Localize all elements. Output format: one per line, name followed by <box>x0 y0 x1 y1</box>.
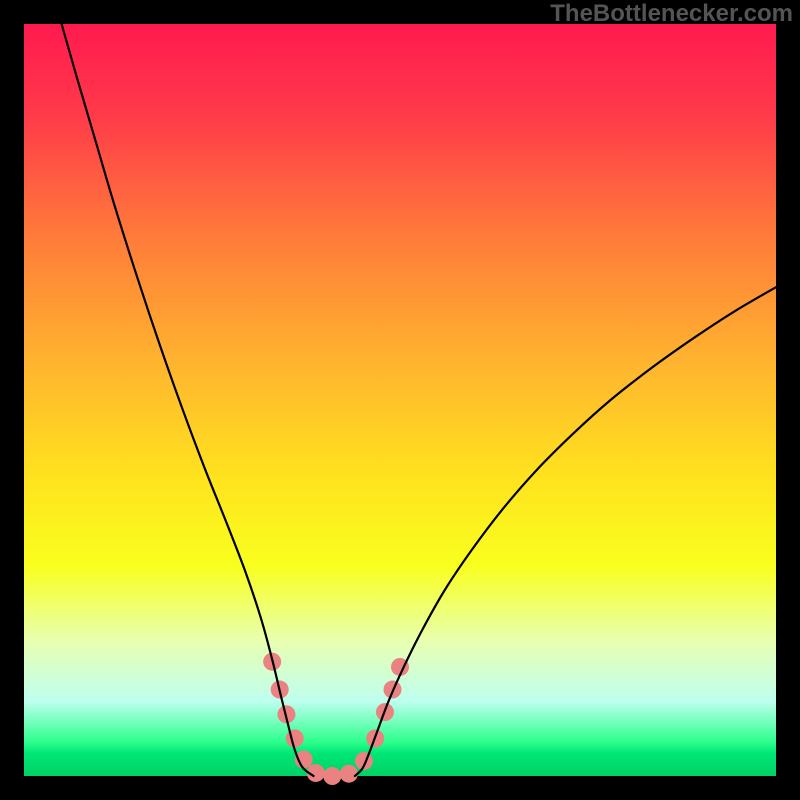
curve-marker <box>323 767 341 785</box>
watermark-text: TheBottlenecker.com <box>550 0 793 28</box>
bottleneck-chart <box>0 0 800 800</box>
curve-marker <box>286 729 304 747</box>
curve-marker <box>340 765 358 783</box>
chart-stage: TheBottlenecker.com <box>0 0 800 800</box>
